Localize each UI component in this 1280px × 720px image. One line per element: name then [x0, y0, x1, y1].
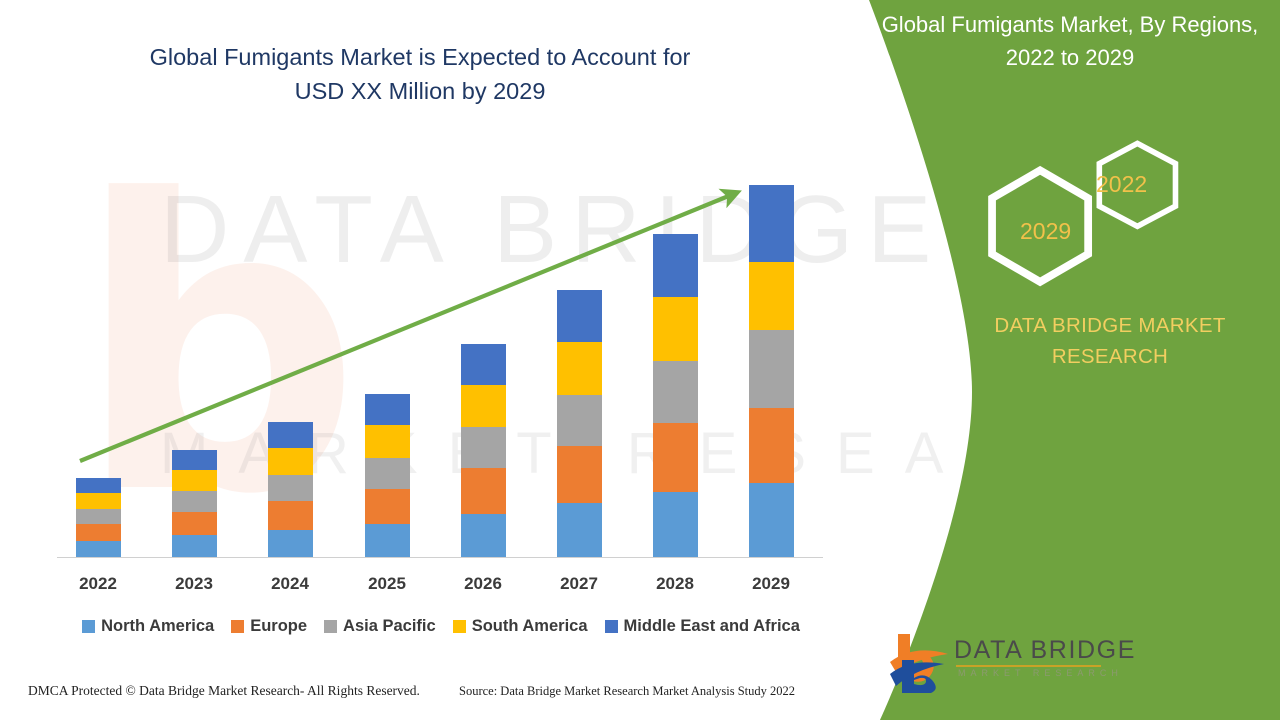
- hexagon-2029-icon: [988, 165, 1093, 287]
- legend-swatch-icon: [82, 620, 96, 633]
- x-axis-label-2024: 2024: [271, 574, 309, 593]
- panel-title-line-2: 2022 to 2029: [1005, 45, 1135, 70]
- bar-segment-north-america[interactable]: [653, 492, 699, 557]
- x-axis-label-2029: 2029: [752, 574, 790, 593]
- bar-segment-north-america[interactable]: [76, 541, 121, 557]
- legend-label: Europe: [250, 617, 308, 635]
- x-axis-line: [57, 557, 823, 558]
- bar-2024[interactable]: [268, 422, 314, 557]
- bar-segment-north-america[interactable]: [460, 514, 506, 557]
- bar-2022[interactable]: [76, 478, 121, 557]
- chart-legend: North America Europe Asia Pacific South …: [60, 617, 822, 636]
- bar-segment-europe[interactable]: [460, 468, 506, 514]
- legend-item-north-america[interactable]: North America: [82, 617, 214, 636]
- hexagon-outline-icons: [988, 140, 1179, 287]
- bar-segment-europe[interactable]: [268, 501, 314, 530]
- logo-name: DATA BRIDGE: [954, 636, 1136, 664]
- legend-label: North America: [101, 617, 215, 635]
- bar-segment-south-america[interactable]: [268, 448, 314, 475]
- bar-segment-europe[interactable]: [653, 423, 699, 492]
- bar-2029[interactable]: [749, 185, 795, 557]
- panel-title: Global Fumigants Market, By Regions, 202…: [858, 8, 1280, 74]
- chart-title: Global Fumigants Market is Expected to A…: [60, 40, 780, 108]
- bar-segment-asia-pacific[interactable]: [749, 330, 795, 408]
- legend-item-middle-east-and-africa[interactable]: Middle East and Africa: [604, 617, 800, 636]
- legend-swatch-icon: [452, 620, 466, 633]
- footer-copyright: DMCA Protected © Data Bridge Market Rese…: [28, 683, 420, 698]
- bar-segment-asia-pacific[interactable]: [653, 361, 699, 423]
- bar-segment-middle-east-and-africa[interactable]: [76, 478, 121, 493]
- legend-label: Middle East and Africa: [623, 617, 800, 635]
- panel-brand-text: DATA BRIDGE MARKET RESEARCH: [960, 310, 1260, 372]
- hexagon-label-2029: 2029: [1020, 218, 1072, 244]
- bar-segment-europe[interactable]: [172, 512, 218, 535]
- hexagon-2022-icon: [1096, 140, 1179, 230]
- logo-divider: [956, 665, 1101, 667]
- x-axis-label-2023: 2023: [175, 574, 213, 593]
- legend-item-europe[interactable]: Europe: [231, 617, 307, 636]
- bar-segment-north-america[interactable]: [268, 530, 314, 557]
- bar-2028[interactable]: [653, 234, 699, 557]
- bar-segment-europe[interactable]: [364, 489, 410, 524]
- bar-segment-middle-east-and-africa[interactable]: [653, 234, 699, 297]
- bar-segment-middle-east-and-africa[interactable]: [749, 185, 795, 262]
- bar-2026[interactable]: [460, 344, 506, 557]
- bar-segment-south-america[interactable]: [364, 425, 410, 458]
- data-bridge-logo-mark-icon: [890, 634, 948, 693]
- legend-item-south-america[interactable]: South America: [452, 617, 588, 636]
- bar-segment-south-america[interactable]: [76, 493, 121, 509]
- bar-segment-north-america[interactable]: [557, 503, 602, 557]
- panel-brand-line-2: RESEARCH: [1051, 345, 1169, 368]
- legend-label: Asia Pacific: [343, 617, 436, 635]
- bar-2027[interactable]: [557, 290, 602, 557]
- bar-segment-asia-pacific[interactable]: [172, 491, 218, 512]
- bar-segment-europe[interactable]: [557, 446, 602, 503]
- x-axis-label-2028: 2028: [656, 574, 694, 593]
- bar-2025[interactable]: [364, 394, 410, 557]
- bar-segment-asia-pacific[interactable]: [460, 427, 506, 468]
- bar-segment-middle-east-and-africa[interactable]: [557, 290, 602, 342]
- legend-swatch-icon: [324, 620, 338, 633]
- bar-segment-asia-pacific[interactable]: [76, 509, 121, 524]
- bar-segment-asia-pacific[interactable]: [557, 395, 602, 446]
- bar-segment-north-america[interactable]: [172, 535, 218, 557]
- bar-segment-north-america[interactable]: [749, 483, 795, 557]
- bar-2023[interactable]: [172, 450, 218, 557]
- bar-segment-north-america[interactable]: [364, 524, 410, 557]
- trend-arrow-icon: [79, 188, 742, 463]
- bar-segment-europe[interactable]: [749, 408, 795, 483]
- hexagon-label-2022: 2022: [1096, 171, 1148, 197]
- x-axis-label-2027: 2027: [560, 574, 598, 593]
- bar-segment-south-america[interactable]: [749, 262, 795, 330]
- legend-swatch-icon: [604, 620, 618, 633]
- chart-plot-area: 2022 2023 2024 2025 2026 2027 2028 2029: [57, 185, 823, 593]
- panel-brand-line-1: DATA BRIDGE MARKET: [994, 314, 1226, 337]
- x-axis-label-2022: 2022: [79, 574, 117, 593]
- bar-segment-europe[interactable]: [76, 524, 121, 541]
- x-axis-label-2026: 2026: [464, 574, 502, 593]
- x-axis-label-2025: 2025: [368, 574, 406, 593]
- bar-segment-south-america[interactable]: [653, 297, 699, 361]
- panel-title-line-1: Global Fumigants Market, By Regions,: [881, 12, 1259, 37]
- legend-label: South America: [471, 617, 588, 635]
- bar-segment-asia-pacific[interactable]: [268, 475, 314, 501]
- legend-item-asia-pacific[interactable]: Asia Pacific: [324, 617, 436, 636]
- hexagon-badges: 2022 2029: [975, 130, 1195, 295]
- bar-segment-middle-east-and-africa[interactable]: [268, 422, 314, 448]
- bar-segment-south-america[interactable]: [557, 342, 602, 395]
- bar-segment-south-america[interactable]: [460, 385, 506, 427]
- bar-segment-south-america[interactable]: [172, 470, 218, 491]
- bar-segment-middle-east-and-africa[interactable]: [172, 450, 218, 470]
- chart-title-line-2: USD XX Million by 2029: [294, 78, 546, 104]
- chart-title-line-1: Global Fumigants Market is Expected to A…: [149, 44, 691, 70]
- bar-segment-middle-east-and-africa[interactable]: [364, 394, 410, 425]
- data-bridge-logo[interactable]: DATA BRIDGE MARKET RESEARCH: [888, 628, 1134, 698]
- logo-subtitle: MARKET RESEARCH: [958, 668, 1123, 678]
- footer-source: Source: Data Bridge Market Research Mark…: [459, 684, 796, 698]
- legend-swatch-icon: [231, 620, 245, 633]
- bar-segment-middle-east-and-africa[interactable]: [460, 344, 506, 385]
- bar-segment-asia-pacific[interactable]: [364, 458, 410, 489]
